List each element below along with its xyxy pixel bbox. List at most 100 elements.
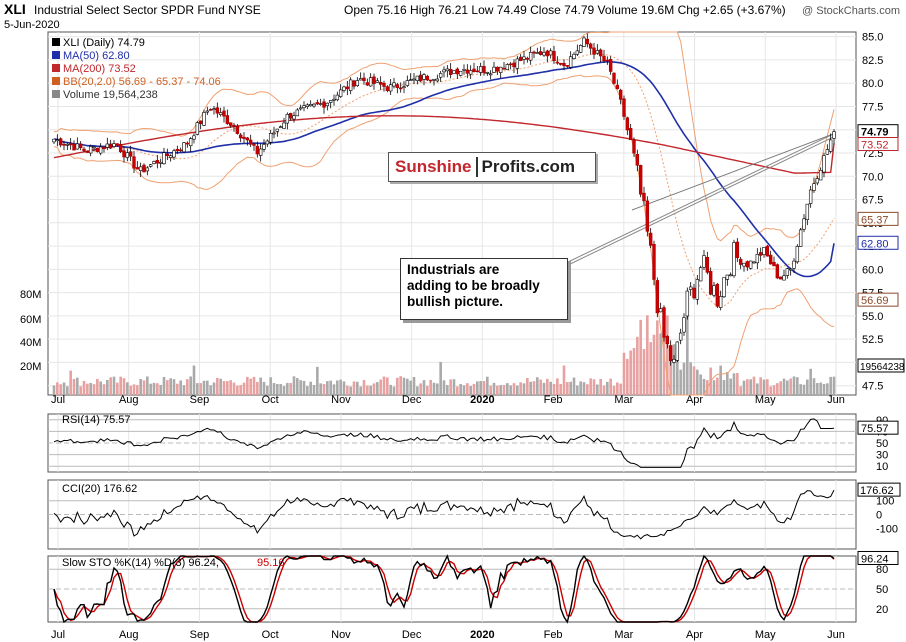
- candle-body: [498, 66, 503, 73]
- volume-bar: [159, 384, 162, 395]
- volume-bar: [66, 386, 69, 395]
- volume-bar: [629, 350, 632, 395]
- x-tick-label: Mar: [614, 394, 633, 406]
- cci-line: [53, 489, 835, 540]
- volume-bar: [156, 383, 159, 395]
- candle-body: [745, 261, 750, 268]
- ma200-line: [53, 115, 835, 174]
- volume-bar: [126, 382, 129, 395]
- volume-bar: [599, 378, 602, 395]
- candle-body: [78, 143, 83, 149]
- sto-legend-k: Slow STO %K(14) %D(3) 96.24,: [62, 557, 219, 569]
- candle-body: [538, 51, 543, 55]
- volume-bar: [196, 383, 199, 395]
- volume-bar: [539, 379, 542, 395]
- volume-bar: [349, 386, 352, 395]
- rsi-value-tag: 75.57: [861, 423, 889, 435]
- volume-bar: [389, 384, 392, 395]
- volume-bar: [309, 381, 312, 395]
- volume-bar: [266, 385, 269, 395]
- volume-bar: [512, 383, 516, 395]
- x-tick-label: Mar: [614, 629, 633, 641]
- candle-body: [798, 229, 803, 247]
- volume-bar: [419, 383, 422, 395]
- volume-bar: [136, 385, 139, 395]
- volume-bar: [119, 376, 122, 395]
- candle-body: [435, 78, 440, 82]
- candle-body: [252, 143, 256, 146]
- candle-body: [585, 38, 590, 45]
- candle-body: [258, 148, 263, 156]
- volume-bar: [409, 380, 412, 395]
- volume-bar: [476, 381, 479, 395]
- volume-bar: [186, 379, 189, 395]
- volume-bar: [82, 380, 86, 395]
- volume-bar: [109, 377, 112, 395]
- volume-bar: [442, 380, 446, 395]
- candle-body: [692, 287, 696, 299]
- legend-bb-swatch: [52, 77, 60, 85]
- candle-body: [202, 112, 206, 126]
- volume-bar: [56, 382, 59, 395]
- candle-body: [512, 62, 516, 68]
- candle-body: [65, 144, 70, 146]
- candle-body: [812, 183, 816, 191]
- bb-low-value-tag-box: [857, 292, 899, 307]
- candle-body: [535, 52, 540, 54]
- candle-body: [298, 107, 303, 110]
- volume-bar: [52, 385, 56, 395]
- volume-bar: [526, 378, 529, 395]
- volume-bar: [622, 352, 626, 395]
- volume-bar: [736, 373, 739, 395]
- volume-bar: [432, 382, 436, 395]
- candle-body: [455, 68, 460, 75]
- candle-body: [465, 69, 470, 74]
- rsi-value-box: [857, 420, 899, 435]
- volume-bar: [129, 385, 132, 395]
- candle-body: [822, 155, 826, 173]
- candle-body: [142, 164, 146, 173]
- rsi-tick-label: 10: [876, 461, 888, 473]
- volume-bar: [459, 384, 462, 395]
- volume-bar: [399, 376, 402, 395]
- volume-bar: [402, 377, 406, 395]
- candle-body: [742, 262, 746, 267]
- sto-tick-label: 80: [876, 564, 888, 576]
- volume-bar: [436, 383, 439, 395]
- candle-body: [795, 246, 800, 263]
- legend-ma200: MA(200) 73.52: [63, 63, 136, 75]
- volume-bar: [302, 380, 306, 395]
- candle-body: [62, 143, 66, 146]
- volume-bar: [332, 384, 336, 395]
- candle-body: [188, 138, 193, 147]
- candle-body: [825, 149, 830, 155]
- cci-legend: CCI(20) 176.62: [62, 483, 137, 495]
- candle-body: [75, 143, 80, 150]
- volume-bar: [166, 380, 169, 395]
- sto-k-line: [53, 554, 835, 624]
- candle-body: [482, 66, 486, 73]
- x-tick-label: Nov: [331, 629, 351, 641]
- candle-body: [275, 128, 280, 132]
- x-tick-label: 2020: [470, 629, 494, 641]
- volume-tick-label: 60M: [20, 314, 41, 326]
- candle-body: [445, 68, 450, 72]
- volume-bar: [299, 380, 302, 395]
- resistance-trendline: [631, 133, 835, 211]
- volume-bar: [549, 381, 552, 395]
- candle-body: [522, 56, 526, 60]
- x-tick-label: Apr: [686, 394, 703, 406]
- volume-value-tag: 19564238: [860, 362, 905, 373]
- brand-part1: Sunshine: [389, 157, 478, 177]
- candle-body: [505, 64, 510, 70]
- cci-value-box: [857, 482, 901, 497]
- volume-bar: [372, 383, 376, 395]
- ma200-value-tag-box: [857, 137, 899, 152]
- candle-body: [492, 66, 496, 73]
- x-tick-label: Jul: [51, 629, 65, 641]
- volume-bar: [636, 336, 639, 395]
- candle-body: [348, 79, 353, 91]
- candle-body: [728, 274, 733, 277]
- volume-bar: [752, 376, 756, 395]
- candle-body: [605, 59, 610, 62]
